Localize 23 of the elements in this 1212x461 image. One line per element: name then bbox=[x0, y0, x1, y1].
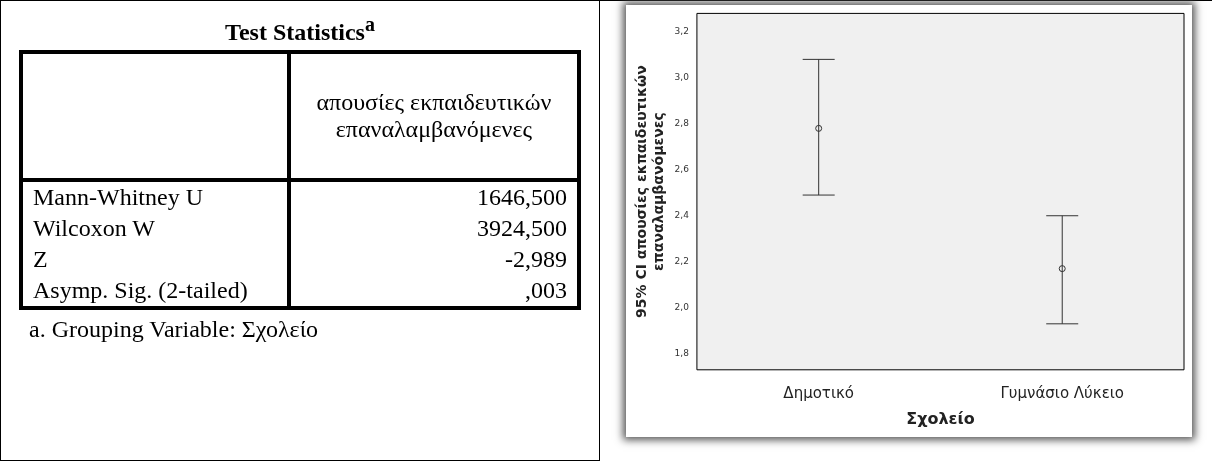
x-tick-label: Γυμνάσιο Λύκειο bbox=[1000, 383, 1124, 402]
y-tick-label: 2,2 bbox=[674, 256, 689, 267]
y-tick-label: 1,8 bbox=[674, 348, 690, 359]
y-tick-label: 2,4 bbox=[674, 210, 690, 221]
y-tick-label: 3,0 bbox=[674, 72, 690, 83]
y-tick-label: 3,2 bbox=[674, 26, 689, 37]
category-label: Mann-Whitney U bbox=[21, 180, 289, 213]
text: 1646,500 bbox=[477, 184, 567, 210]
text: απουσίες εκπαιδευτικών επαναλαμβανόμενες bbox=[288, 52, 579, 180]
x-tick-label: Δημοτικό bbox=[783, 383, 854, 402]
text: 3924,500 bbox=[477, 215, 567, 241]
y-tick-label: 2,6 bbox=[674, 164, 690, 175]
text: -2,989 bbox=[505, 246, 567, 272]
category-label: Wilcoxon W bbox=[21, 213, 289, 244]
category-label: Z bbox=[21, 244, 289, 275]
x-axis-title: Σχολείο bbox=[906, 408, 975, 428]
y-axis-title: 95% CI απουσίες εκπαιδευτικών επαναλαμβανόμενες bbox=[633, 65, 666, 318]
text: ,003 bbox=[525, 277, 567, 303]
text: Test Statistics$^{a}$ bbox=[224, 13, 376, 46]
text: a. Grouping Variable: Σχολείο bbox=[28, 316, 320, 343]
category-label: Asymp. Sig. (2-tailed) bbox=[21, 275, 289, 308]
y-tick-label: 2,0 bbox=[674, 302, 690, 313]
y-tick-label: 2,8 bbox=[674, 118, 690, 129]
